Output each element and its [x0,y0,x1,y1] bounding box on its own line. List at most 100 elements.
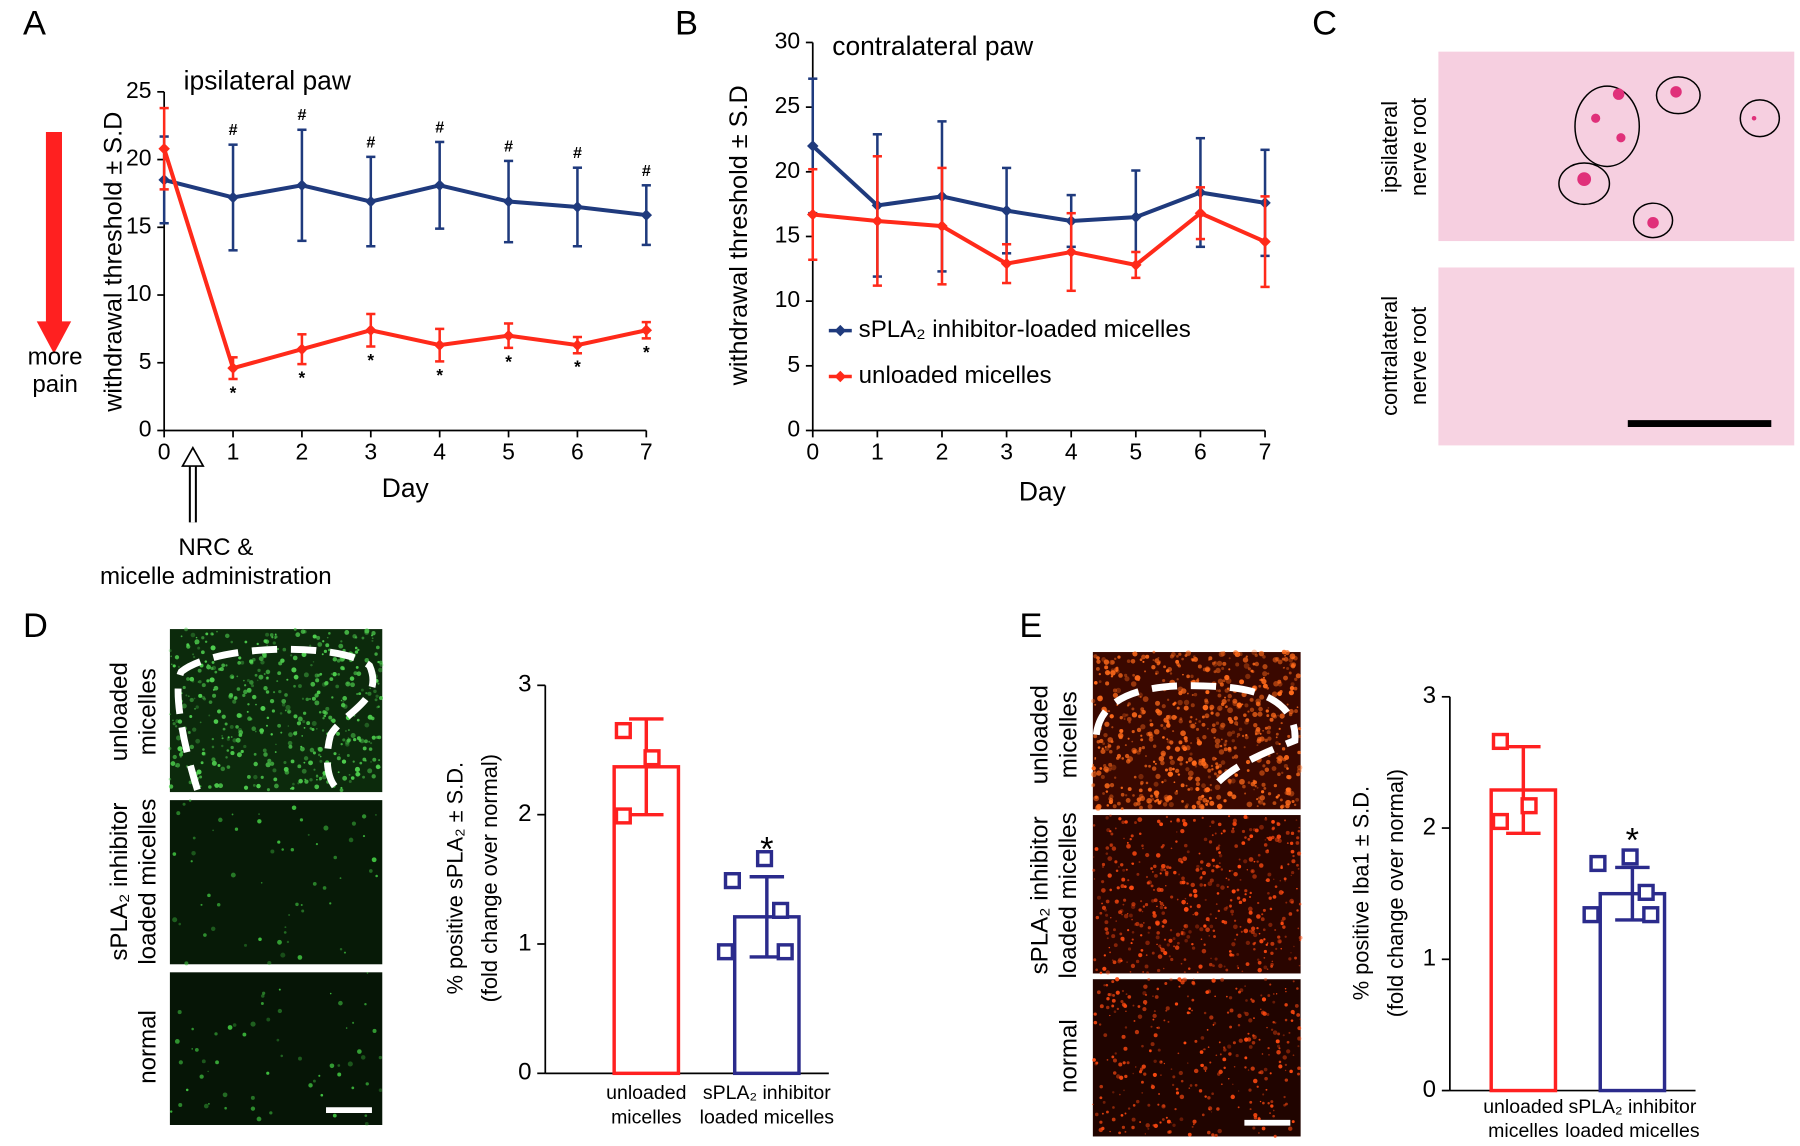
speck [1143,1072,1147,1076]
speck [201,751,207,757]
speck [1180,962,1183,965]
speck [1195,727,1200,731]
speck [1267,736,1272,741]
speck [1194,722,1197,725]
speck [1283,754,1290,761]
speck [1284,988,1287,990]
speck [341,759,347,764]
speck [1235,987,1238,990]
speck [1147,931,1150,934]
speck [1185,745,1191,751]
speck [1238,900,1243,905]
speck [1147,801,1150,804]
speck [1218,1069,1223,1075]
speck [1252,711,1258,718]
speck [371,774,376,779]
speck [1267,872,1272,877]
speck [1233,746,1237,750]
y-tick-label: 10 [775,286,801,312]
speck [234,827,239,831]
speck [374,698,378,702]
speck [208,1103,210,1105]
speck [1163,779,1167,782]
speck [1284,1063,1288,1067]
speck [1288,690,1294,696]
speck [1112,688,1117,693]
speck [1217,909,1221,913]
speck [1282,1055,1287,1060]
speck [1208,1108,1211,1111]
speck [1123,837,1125,840]
speck [1148,764,1151,768]
y-tick-label: 20 [775,157,801,183]
speck [1108,749,1113,754]
speck [1262,671,1268,677]
speck [1101,905,1107,910]
significance-mark: * [299,368,306,388]
speck [1186,902,1189,905]
speck [324,680,329,685]
speck [1112,804,1117,809]
speck [1223,1048,1227,1052]
x-tick-label: unloaded [1483,1096,1563,1118]
speck [1270,941,1275,946]
speck [1153,781,1159,787]
speck [247,703,250,706]
speck [1105,790,1109,793]
speck [1234,654,1238,657]
speck [172,664,176,668]
speck [1167,1130,1171,1134]
data-point [1642,906,1660,924]
speck [1137,1014,1143,1019]
speck [1219,724,1225,731]
speck [1155,921,1160,926]
speck [1111,1055,1115,1059]
speck [1278,940,1282,944]
speck [1140,707,1145,712]
speck [1100,775,1105,780]
speck [1244,893,1247,896]
speck [1151,665,1156,670]
speck [1156,887,1162,892]
speck [1187,788,1191,791]
speck [1175,790,1178,793]
speck [1142,660,1145,663]
speck [190,632,196,638]
speck [1225,968,1229,972]
speck [221,737,224,740]
significance-mark: # [229,121,238,139]
speck [280,658,285,663]
speck [1201,761,1207,767]
x-tick-label: 2 [936,439,949,465]
speck [1262,1101,1265,1105]
y-tick-label: 0 [787,416,800,442]
speck [1256,914,1261,919]
speck [1138,746,1142,750]
speck [272,768,277,773]
speck [1202,1048,1205,1051]
speck [1156,931,1160,935]
speck [1257,853,1261,857]
speck [1198,852,1201,855]
speck [1125,993,1128,995]
speck [1170,1121,1173,1124]
speck [326,636,329,639]
speck [1109,843,1113,847]
speck [1105,681,1110,686]
speck [1227,1044,1232,1049]
speck [1263,965,1268,970]
speck [1223,1046,1226,1049]
speck [175,719,180,723]
speck [1247,1069,1250,1071]
speck [1162,736,1165,739]
speck [1228,1052,1232,1056]
speck [243,943,248,947]
speck [260,1002,264,1005]
speck [1194,1083,1198,1087]
data-point [1582,906,1600,924]
speck [1140,780,1144,785]
speck [1150,884,1154,888]
speck [346,754,350,757]
speck [222,727,226,731]
speck [176,735,182,741]
